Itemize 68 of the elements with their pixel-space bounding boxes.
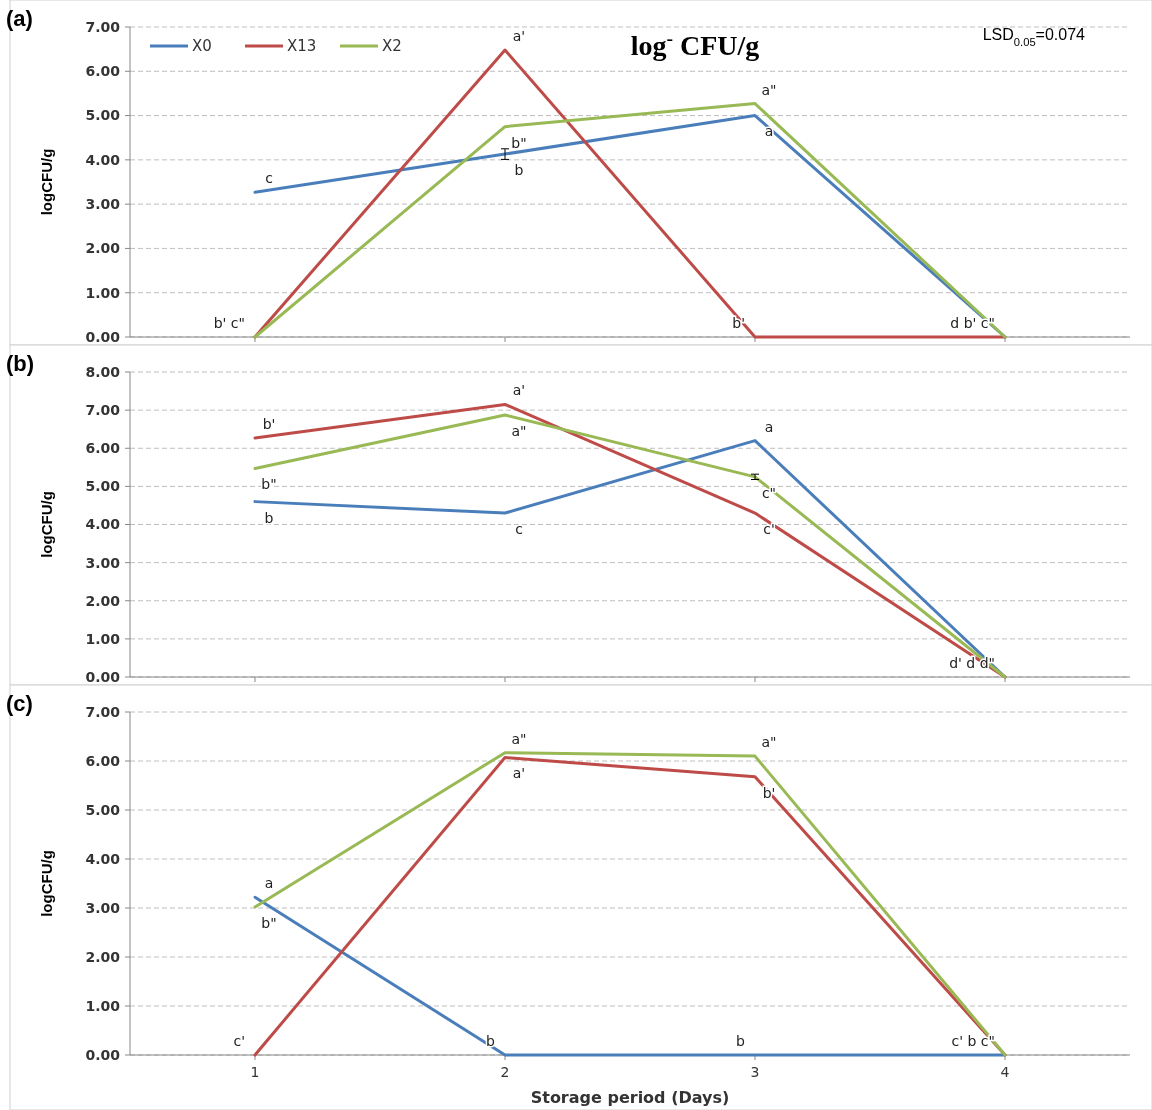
annotation: c	[515, 520, 523, 537]
y-tick-label: 2.00	[85, 592, 121, 609]
y-tick-label: 2.00	[85, 240, 121, 257]
annotation: LSD$_{0.05}$=0.074	[982, 26, 1086, 48]
annotation: c'	[763, 520, 775, 537]
annotation: a'	[512, 27, 526, 44]
annotation: c"	[761, 484, 777, 501]
y-tick-label: 3.00	[85, 899, 121, 916]
annotation: a	[264, 875, 274, 892]
y-tick-label: 7.00	[85, 18, 121, 35]
annotation: b	[264, 509, 274, 526]
y-tick-label: 5.00	[85, 107, 121, 124]
y-tick-label: 5.00	[85, 801, 121, 818]
annotation: b	[514, 162, 524, 178]
annotation: a"	[761, 734, 777, 750]
y-tick-label: 7.00	[85, 402, 121, 419]
annotation: a"	[511, 730, 527, 747]
annotation: b	[736, 1032, 746, 1049]
annotation: d' d d"	[949, 654, 995, 671]
annotation: b	[486, 1032, 496, 1049]
chart-title: (b)	[6, 351, 35, 376]
x-tick-label: 3	[750, 1064, 760, 1080]
annotation: c'	[233, 1032, 245, 1049]
x-tick-label: 2	[500, 1064, 510, 1080]
chart-title: (a)	[6, 6, 33, 31]
y-axis-title: logCFU/g	[38, 850, 55, 917]
y-tick-label: 3.00	[85, 554, 121, 571]
annotation: a"	[761, 81, 777, 98]
y-tick-label: 0.00	[85, 328, 121, 345]
y-tick-label: 8.00	[85, 363, 121, 380]
y-tick-label: 1.00	[85, 630, 121, 647]
x-tick-label: 1	[250, 1064, 260, 1080]
annotation: b' c"	[213, 314, 245, 331]
annotation: c' b c"	[951, 1032, 995, 1049]
x-axis-title: Storage period (Days)	[530, 1088, 730, 1107]
annotation: a	[764, 418, 774, 435]
legend-label: X13	[287, 37, 317, 56]
y-tick-label: 4.00	[85, 516, 121, 533]
annotation: a'	[512, 765, 526, 782]
chart-subtitle: log$^{-}$ CFU/g	[630, 27, 760, 61]
y-axis-title: logCFU/g	[38, 491, 55, 558]
y-tick-label: 6.00	[85, 440, 121, 457]
annotation: b"	[511, 134, 527, 151]
y-tick-label: 1.00	[85, 997, 121, 1014]
annotation: b'	[732, 314, 745, 331]
annotation: c	[265, 170, 273, 187]
y-tick-label: 5.00	[85, 478, 121, 495]
y-tick-label: 7.00	[85, 703, 121, 720]
chart-title: (c)	[6, 691, 33, 716]
y-tick-label: 4.00	[85, 151, 121, 168]
y-tick-label: 3.00	[85, 196, 121, 213]
y-tick-label: 6.00	[85, 63, 121, 80]
y-tick-label: 2.00	[85, 948, 121, 965]
x-tick-label: 4	[1000, 1064, 1010, 1080]
legend-label: X2	[382, 37, 402, 56]
y-tick-label: 0.00	[85, 668, 121, 685]
annotation: b"	[261, 914, 277, 931]
y-tick-label: 6.00	[85, 752, 121, 769]
annotation: b'	[262, 415, 276, 432]
y-tick-label: 4.00	[85, 850, 121, 867]
y-tick-label: 0.00	[85, 1046, 121, 1063]
annotation: a"	[511, 422, 527, 439]
y-axis-title: logCFU/g	[38, 148, 55, 216]
annotation: a	[764, 123, 774, 140]
annotation: a'	[512, 382, 526, 399]
y-tick-label: 1.00	[85, 284, 121, 301]
annotation: b"	[261, 476, 277, 493]
legend-label: X0	[192, 37, 212, 56]
